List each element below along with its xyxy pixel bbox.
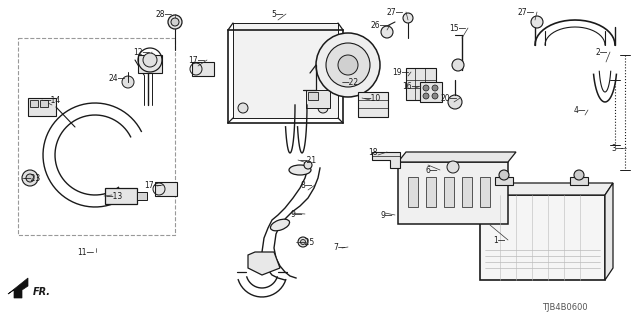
Bar	[18, 38, 175, 235]
Bar	[137, 192, 147, 200]
Circle shape	[447, 161, 459, 173]
Bar	[570, 177, 588, 185]
Circle shape	[326, 43, 370, 87]
Circle shape	[432, 93, 438, 99]
Text: 27—: 27—	[518, 7, 535, 17]
Bar	[192, 62, 214, 76]
Polygon shape	[372, 152, 400, 168]
Circle shape	[574, 170, 584, 180]
Text: TJB4B0600: TJB4B0600	[542, 303, 588, 313]
Bar	[105, 188, 137, 204]
Text: —25: —25	[298, 237, 316, 246]
Bar	[308, 92, 318, 100]
Circle shape	[381, 26, 393, 38]
Text: 5—: 5—	[271, 10, 284, 19]
Circle shape	[171, 18, 179, 26]
Circle shape	[452, 59, 464, 71]
Text: —21: —21	[300, 156, 317, 164]
Polygon shape	[605, 183, 613, 280]
Circle shape	[423, 85, 429, 91]
Text: —13: —13	[106, 191, 124, 201]
Text: 19—: 19—	[392, 68, 409, 76]
Circle shape	[304, 161, 312, 169]
Polygon shape	[398, 152, 516, 162]
Circle shape	[168, 15, 182, 29]
Circle shape	[423, 93, 429, 99]
Circle shape	[531, 16, 543, 28]
Text: 7—: 7—	[333, 243, 346, 252]
Circle shape	[338, 55, 358, 75]
Text: 8—: 8—	[301, 180, 313, 189]
Circle shape	[499, 170, 509, 180]
Text: —10: —10	[364, 93, 381, 102]
Circle shape	[122, 76, 134, 88]
Circle shape	[298, 237, 308, 247]
Bar	[426, 177, 436, 207]
Ellipse shape	[271, 219, 289, 231]
Text: —23: —23	[24, 173, 41, 182]
Text: 9—: 9—	[291, 210, 303, 219]
Text: 17—: 17—	[188, 55, 205, 65]
Bar	[444, 177, 454, 207]
Bar	[155, 182, 177, 196]
Text: 17—: 17—	[144, 180, 161, 189]
Text: 15—: 15—	[449, 23, 466, 33]
Bar	[462, 177, 472, 207]
Circle shape	[403, 13, 413, 23]
Bar	[480, 195, 605, 280]
Bar	[420, 82, 442, 102]
Text: FR.: FR.	[33, 287, 51, 297]
Bar	[138, 55, 162, 73]
Text: 20—: 20—	[441, 93, 458, 102]
Circle shape	[432, 85, 438, 91]
Bar	[233, 23, 338, 118]
Circle shape	[26, 174, 34, 182]
Text: 28—: 28—	[156, 10, 173, 19]
Bar	[495, 177, 513, 185]
Text: 26—: 26—	[371, 20, 388, 29]
Polygon shape	[248, 252, 280, 275]
Text: 18—: 18—	[368, 148, 385, 156]
Bar	[306, 90, 330, 108]
Text: 12—: 12—	[133, 47, 150, 57]
Text: 1—: 1—	[493, 236, 506, 244]
Text: 27—: 27—	[387, 7, 404, 17]
Circle shape	[301, 239, 305, 244]
Text: 4—: 4—	[573, 106, 586, 115]
Circle shape	[22, 170, 38, 186]
Circle shape	[143, 53, 157, 67]
Polygon shape	[480, 183, 613, 195]
Circle shape	[318, 103, 328, 113]
Bar	[30, 100, 38, 107]
Text: 3—: 3—	[611, 143, 624, 153]
Text: 6—: 6—	[426, 165, 438, 174]
Ellipse shape	[289, 165, 311, 175]
Text: —14: —14	[44, 95, 61, 105]
Text: 16—: 16—	[402, 82, 419, 91]
Bar	[408, 177, 418, 207]
Circle shape	[448, 95, 462, 109]
Text: 2—: 2—	[596, 47, 608, 57]
Text: 9—: 9—	[381, 211, 393, 220]
Circle shape	[316, 33, 380, 97]
Text: 11—: 11—	[77, 247, 94, 257]
Bar	[40, 100, 48, 107]
Bar	[358, 92, 388, 117]
Circle shape	[238, 103, 248, 113]
Bar	[480, 177, 490, 207]
Text: —22: —22	[342, 77, 359, 86]
Polygon shape	[8, 278, 28, 298]
Text: 24—: 24—	[109, 74, 126, 83]
Bar	[28, 98, 56, 116]
Bar	[406, 68, 436, 100]
Bar	[398, 162, 508, 224]
